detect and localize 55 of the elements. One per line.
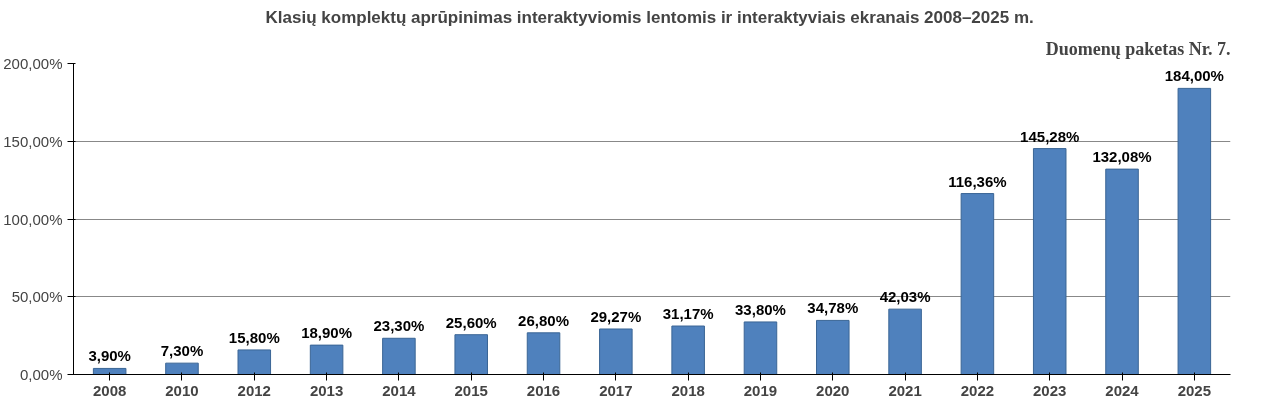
data-label: 26,80% — [518, 311, 569, 329]
bar — [1105, 168, 1139, 375]
bar — [526, 332, 561, 375]
x-tick-label: 2018 — [671, 381, 705, 399]
x-tick-label: 2019 — [743, 381, 778, 399]
data-label: 184,00% — [1164, 67, 1224, 85]
chart-title: Klasių komplektų aprūpinimas interaktyviomis lentomis ir interaktyviais ekranais 2008–2025 m. — [265, 7, 1034, 27]
data-label: 7,30% — [160, 342, 204, 360]
data-label: 3,90% — [88, 347, 131, 365]
data-label: 29,27% — [590, 307, 642, 325]
data-label: 116,36% — [948, 172, 1007, 190]
bar — [92, 367, 127, 375]
data-label: 145,28% — [1020, 127, 1080, 145]
x-tick-label: 2017 — [599, 381, 633, 399]
data-label: 42,03% — [879, 288, 931, 306]
x-tick-label: 2012 — [237, 381, 271, 399]
x-tick-label: 2008 — [92, 381, 127, 399]
x-tick-label: 2016 — [526, 381, 561, 399]
bar — [888, 308, 922, 375]
data-label: 15,80% — [228, 328, 280, 346]
bar — [1177, 87, 1212, 375]
data-label: 33,80% — [735, 300, 786, 318]
bar — [165, 362, 199, 375]
x-tick-label: 2010 — [165, 381, 199, 399]
data-label: 31,17% — [662, 305, 714, 323]
bar — [309, 344, 344, 375]
bar — [382, 337, 416, 375]
y-tick-label: 100,00% — [3, 210, 63, 228]
x-tick-label: 2013 — [309, 381, 344, 399]
data-label: 18,90% — [301, 324, 353, 342]
x-tick-label: 2020 — [816, 381, 850, 399]
bar — [237, 349, 272, 375]
bar — [816, 319, 850, 375]
bar — [743, 321, 778, 375]
data-label: 34,78% — [807, 299, 859, 317]
data-label: 25,60% — [445, 313, 497, 331]
x-tick-label: 2014 — [382, 381, 417, 399]
bar — [599, 328, 633, 375]
x-tick-label: 2022 — [960, 381, 995, 399]
x-tick-label: 2021 — [888, 381, 922, 399]
text: Duomenų paketas Nr. 7. — [1045, 38, 1231, 59]
y-tick-label: 150,00% — [3, 132, 63, 150]
x-tick-label: 2025 — [1177, 381, 1212, 399]
x-tick-label: 2015 — [454, 381, 488, 399]
x-tick-label: 2023 — [1033, 381, 1067, 399]
y-tick-label: 0,00% — [19, 366, 63, 383]
y-tick-label: 200,00% — [3, 55, 63, 72]
y-tick-label: 50,00% — [11, 288, 63, 306]
bar — [671, 325, 705, 375]
bar — [454, 334, 488, 375]
bar — [1032, 148, 1067, 375]
bar — [960, 193, 995, 375]
data-label: 132,08% — [1092, 148, 1152, 166]
data-label: 23,30% — [373, 317, 425, 335]
x-tick-label: 2024 — [1105, 381, 1140, 399]
